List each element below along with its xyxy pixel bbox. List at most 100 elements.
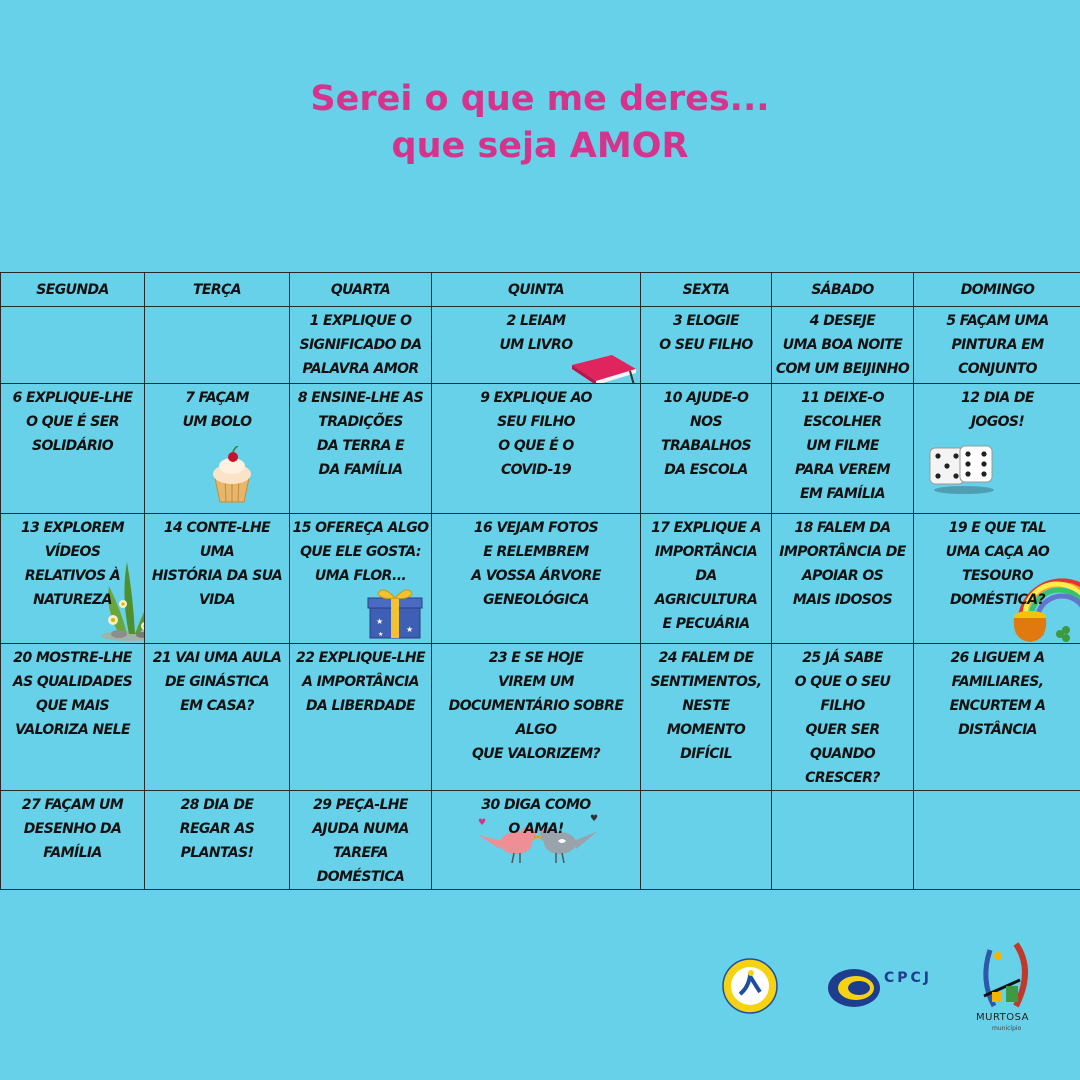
day-text-26: 26 Liguem a familiares, encurtem a distâ… — [949, 650, 1046, 738]
svg-text:★: ★ — [378, 631, 383, 638]
day-cell-11: 11 Deixe-o escolher um filme para verem … — [771, 383, 914, 514]
day-cell-18: 18 Falem da importância de apoiar os mai… — [771, 513, 914, 644]
weekday-header-row: SEGUNDA TERÇA QUARTA QUINTA SEXTA SÁBADO… — [0, 272, 1080, 307]
header-tuesday: TERÇA — [144, 272, 290, 307]
day-cell-19: 19 E que tal uma caça ao tesouro domésti… — [913, 513, 1080, 644]
week-row-4: 20 Mostre-lhe as qualidades que mais val… — [0, 643, 1080, 791]
partner-logos: CPCJ MURTOSA município — [0, 940, 1080, 1060]
day-text-29: 29 Peça-lhe ajuda numa tarefa doméstica — [312, 797, 409, 885]
day-cell-5: 5 Façam uma pintura em conjunto — [913, 306, 1080, 384]
day-text-9: 9 Explique ao seu filho o que é o covid-… — [480, 390, 592, 478]
day-cell-empty — [913, 790, 1080, 890]
day-text-25: 25 Já sabe o que o seu filho quer ser qu… — [794, 650, 891, 786]
day-text-12: 12 Dia de jogos! — [961, 390, 1034, 430]
day-cell-29: 29 Peça-lhe ajuda numa tarefa doméstica — [289, 790, 432, 890]
day-text-15: 15 Ofereça algo que ele gosta: uma flor.… — [292, 520, 429, 584]
day-cell-17: 17 Explique a importância da agricultura… — [640, 513, 772, 644]
love-birds-icon: ♥ ♥ — [478, 814, 599, 864]
page-title: Serei o que me deres... que seja AMOR — [0, 76, 1080, 170]
commission-seal-logo — [722, 958, 778, 1014]
day-text-13: 13 Explorem vídeos relativos à natureza — [21, 520, 125, 608]
day-cell-empty — [0, 306, 145, 384]
day-cell-14: 14 Conte-lhe uma história da sua vida — [144, 513, 290, 644]
day-cell-empty — [144, 306, 290, 384]
day-text-2: 2 Leiam um livro — [499, 313, 573, 353]
day-cell-21: 21 Vai uma aula de ginástica em casa? — [144, 643, 290, 791]
day-cell-25: 25 Já sabe o que o seu filho quer ser qu… — [771, 643, 914, 791]
header-monday: SEGUNDA — [0, 272, 145, 307]
day-text-14: 14 Conte-lhe uma história da sua vida — [151, 520, 283, 608]
day-text-18: 18 Falem da importância de apoiar os mai… — [779, 520, 906, 608]
day-text-22: 22 Explique-lhe a importância da liberda… — [296, 650, 426, 714]
header-friday: SEXTA — [640, 272, 772, 307]
day-cell-28: 28 Dia de regar as plantas! — [144, 790, 290, 890]
dice-icon — [929, 445, 994, 494]
cupcake-icon — [213, 446, 251, 503]
murtosa-emblem-logo — [983, 942, 1028, 1008]
day-text-1: 1 Explique o significado da palavra AMOR — [299, 313, 422, 377]
murtosa-logo-subtext: município — [992, 1025, 1022, 1032]
day-text-28: 28 Dia de regar as plantas! — [179, 797, 255, 861]
day-cell-12: 12 Dia de jogos! — [913, 383, 1080, 514]
day-text-19: 19 E que tal uma caça ao tesouro domésti… — [945, 520, 1050, 608]
day-cell-20: 20 Mostre-lhe as qualidades que mais val… — [0, 643, 145, 791]
day-text-16: 16 Vejam fotos e relembrem a vossa árvor… — [471, 520, 601, 608]
header-wednesday: QUARTA — [289, 272, 432, 307]
svg-text:♥: ♥ — [478, 818, 486, 828]
day-cell-30: 30 Diga como o ama! ♥ ♥ — [431, 790, 641, 890]
day-cell-22: 22 Explique-lhe a importância da liberda… — [289, 643, 432, 791]
day-cell-23: 23 E se hoje virem um documentário sobre… — [431, 643, 641, 791]
activity-calendar: SEGUNDA TERÇA QUARTA QUINTA SEXTA SÁBADO… — [0, 272, 1080, 890]
day-text-8: 8 Ensine-lhe as tradições da terra e da … — [297, 390, 424, 478]
day-text-23: 23 E se hoje virem um documentário sobre… — [448, 650, 624, 762]
title-line-2: que seja AMOR — [391, 126, 689, 166]
cpcj-logo-text: CPCJ — [884, 970, 933, 986]
day-cell-8: 8 Ensine-lhe as tradições da terra e da … — [289, 383, 432, 514]
day-text-20: 20 Mostre-lhe as qualidades que mais val… — [12, 650, 133, 738]
day-text-4: 4 Deseje uma boa noite com um beijinho — [775, 313, 910, 377]
day-cell-1: 1 Explique o significado da palavra AMOR — [289, 306, 432, 384]
day-text-30: 30 Diga como o ama! — [481, 797, 591, 837]
day-cell-13: 13 Explorem vídeos relativos à natureza — [0, 513, 145, 644]
day-cell-15: 15 Ofereça algo que ele gosta: uma flor.… — [289, 513, 432, 644]
day-cell-3: 3 Elogie o seu filho — [640, 306, 772, 384]
day-cell-7: 7 Façam um bolo — [144, 383, 290, 514]
day-cell-empty — [640, 790, 772, 890]
day-text-7: 7 Façam um bolo — [182, 390, 252, 430]
gift-box-icon: ★ ★ ★ — [367, 589, 423, 639]
book-icon — [572, 355, 636, 383]
day-cell-9: 9 Explique ao seu filho o que é o covid-… — [431, 383, 641, 514]
header-sunday: DOMINGO — [913, 272, 1080, 307]
title-line-1: Serei o que me deres... — [310, 79, 770, 119]
day-text-11: 11 Deixe-o escolher um filme para verem … — [795, 390, 891, 502]
week-row-2: 6 Explique-lhe o que é ser solidário 7 F… — [0, 383, 1080, 514]
day-cell-2: 2 Leiam um livro — [431, 306, 641, 384]
header-thursday: QUINTA — [431, 272, 641, 307]
week-row-3: 13 Explorem vídeos relativos à natureza … — [0, 513, 1080, 644]
svg-text:★: ★ — [376, 617, 383, 626]
murtosa-logo-text: MURTOSA — [976, 1012, 1030, 1023]
day-text-27: 27 Façam um desenho da família — [21, 797, 124, 861]
day-text-5: 5 Façam uma pintura em conjunto — [946, 313, 1049, 377]
day-text-17: 17 Explique a importância da agricultura… — [651, 520, 761, 632]
rainbow-pot-icon — [1013, 578, 1080, 642]
svg-text:♥: ♥ — [590, 814, 598, 824]
day-cell-6: 6 Explique-lhe o que é ser solidário — [0, 383, 145, 514]
day-text-3: 3 Elogie o seu filho — [659, 313, 753, 353]
day-text-10: 10 Ajude-o nos trabalhos da escola — [661, 390, 752, 478]
svg-text:★: ★ — [406, 625, 413, 634]
week-row-1: 1 Explique o significado da palavra AMOR… — [0, 306, 1080, 384]
day-text-21: 21 Vai uma aula de ginástica em casa? — [152, 650, 282, 714]
header-saturday: SÁBADO — [771, 272, 914, 307]
day-cell-10: 10 Ajude-o nos trabalhos da escola — [640, 383, 772, 514]
plant-icon — [101, 562, 144, 641]
day-cell-27: 27 Façam um desenho da família — [0, 790, 145, 890]
day-cell-empty — [771, 790, 914, 890]
cpcj-logo-mark — [828, 969, 880, 1007]
day-cell-26: 26 Liguem a familiares, encurtem a distâ… — [913, 643, 1080, 791]
day-text-24: 24 Falem de sentimentos, neste momento d… — [650, 650, 763, 762]
day-cell-24: 24 Falem de sentimentos, neste momento d… — [640, 643, 772, 791]
day-cell-4: 4 Deseje uma boa noite com um beijinho — [771, 306, 914, 384]
week-row-5: 27 Façam um desenho da família 28 Dia de… — [0, 790, 1080, 890]
day-cell-16: 16 Vejam fotos e relembrem a vossa árvor… — [431, 513, 641, 644]
